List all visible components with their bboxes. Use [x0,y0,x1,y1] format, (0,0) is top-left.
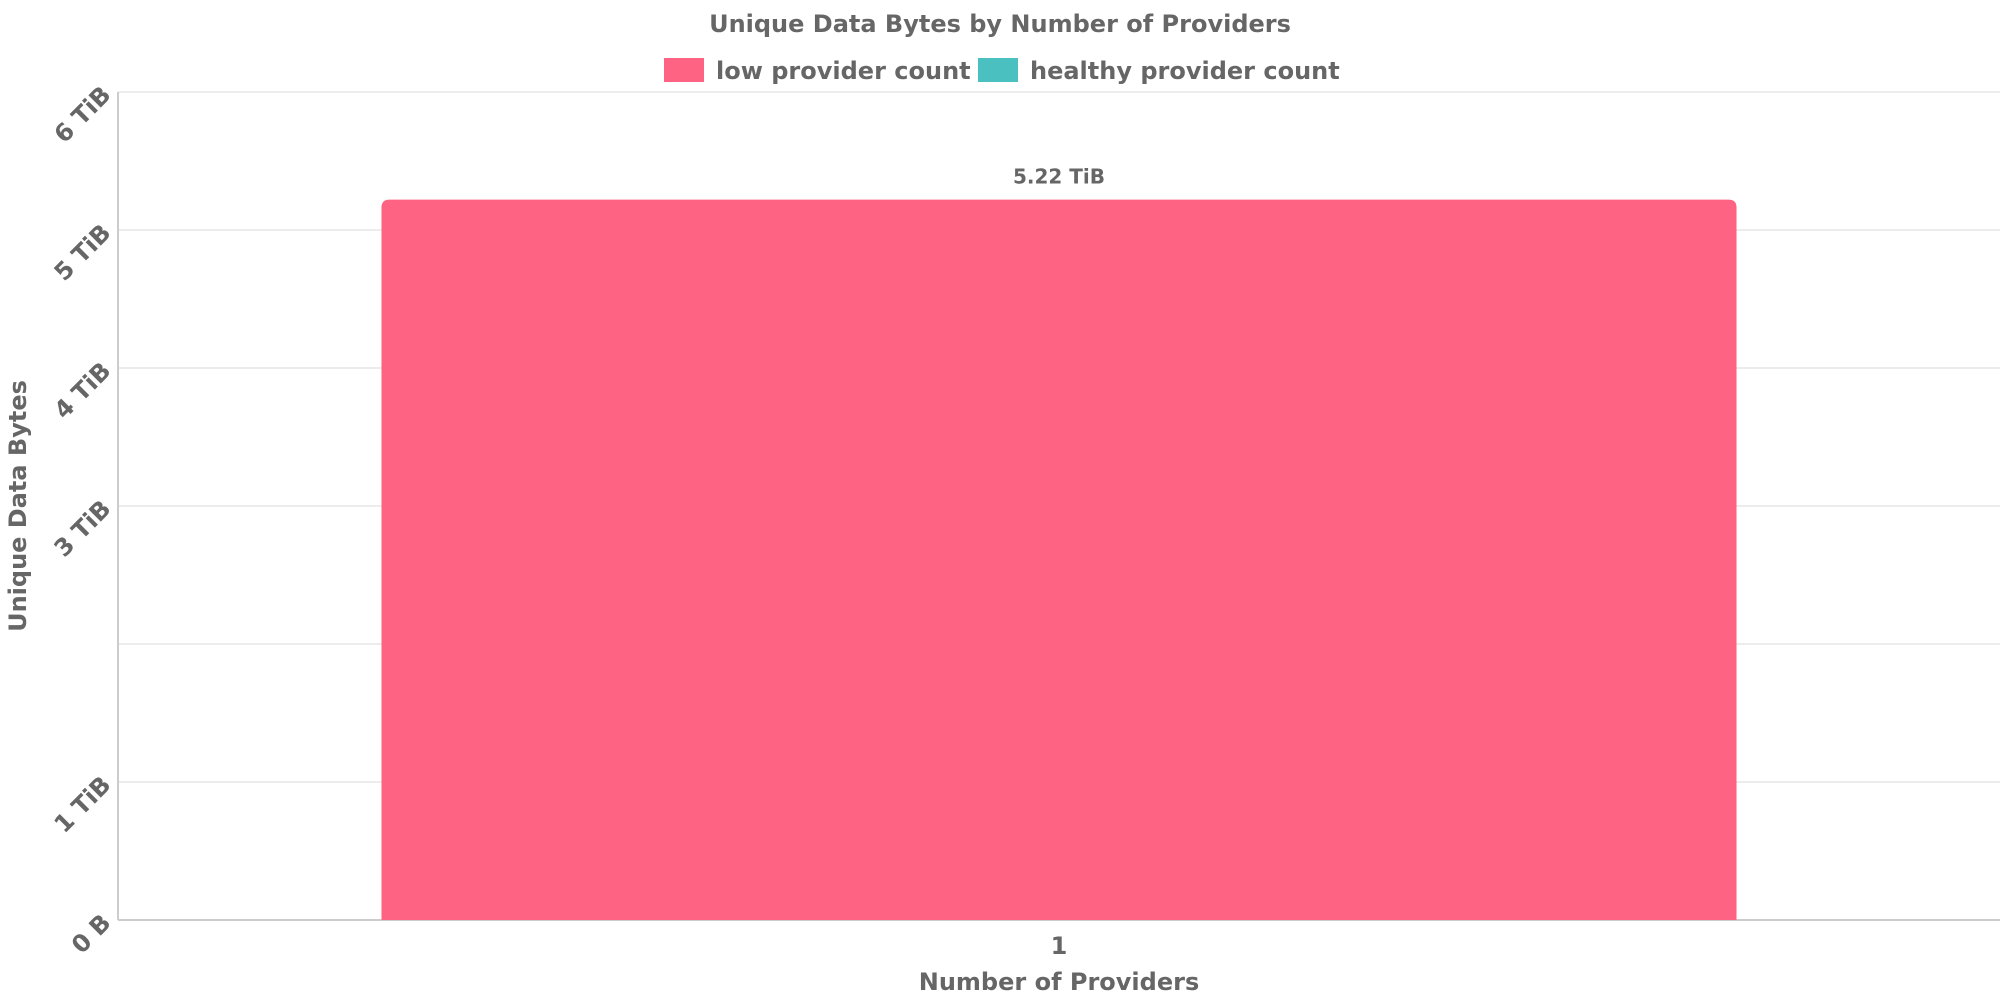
legend-swatch-low-provider-count[interactable] [664,58,704,82]
y-axis-title: Unique Data Bytes [4,380,32,632]
y-tick-label: 1 TiB [49,771,117,839]
legend-label-low-provider-count[interactable]: low provider count [716,57,971,85]
y-tick-label: 5 TiB [49,219,117,287]
legend-swatch-healthy-provider-count[interactable] [978,58,1018,82]
bars [381,199,1737,920]
legend-label-healthy-provider-count[interactable]: healthy provider count [1030,57,1340,85]
bar-data-label: 5.22 TiB [1013,165,1105,189]
bar-low-provider-count[interactable] [381,199,1737,920]
data-labels: 5.22 TiB [1013,165,1105,189]
legend: low provider count healthy provider coun… [664,57,1340,85]
y-tick-labels: 0 B 1 TiB 3 TiB 4 TiB 5 TiB 6 TiB [49,81,117,959]
y-tick-label: 4 TiB [49,357,117,425]
y-tick-label: 6 TiB [49,81,117,149]
x-axis-title: Number of Providers [919,968,1199,996]
y-tick-label: 0 B [66,909,116,959]
x-tick-labels: 1 [1051,932,1068,960]
y-tick-label: 3 TiB [49,495,117,563]
chart-title: Unique Data Bytes by Number of Providers [709,10,1291,38]
x-tick-label: 1 [1051,932,1068,960]
